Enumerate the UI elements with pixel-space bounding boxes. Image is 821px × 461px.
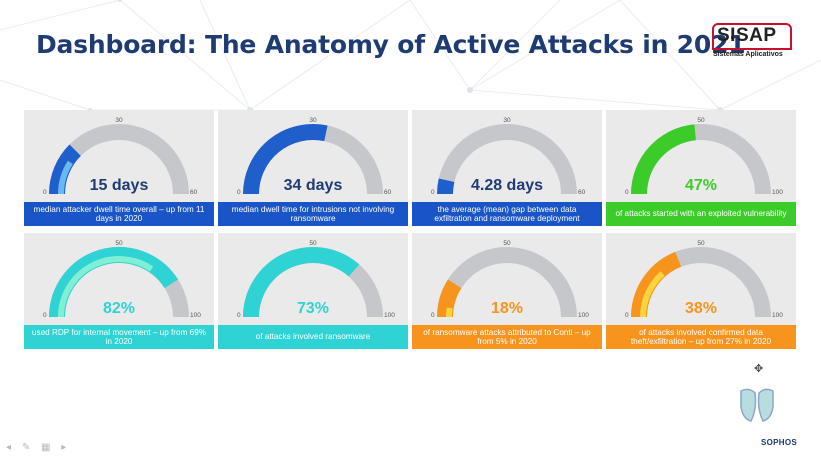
gauge-mid-label: 30 <box>309 117 317 124</box>
gauge-max-label: 100 <box>772 312 783 319</box>
gauge-mid-label: 50 <box>503 240 511 247</box>
slide-toolbar[interactable]: ◂ ✎ ▦ ▸ <box>6 442 74 453</box>
stat-card: 0 30 60 4.28 days the average (mean) gap bet… <box>412 110 602 226</box>
stat-label: the average (mean) gap between data exfi… <box>412 202 602 226</box>
gauge-chart: 0 30 60 34 days <box>237 117 392 196</box>
sisap-logo: SISAP Sistemas Aplicativos <box>712 23 794 63</box>
gauge-max-label: 100 <box>190 312 201 319</box>
stat-card: 0 50 100 47% of attacks started with an expl… <box>606 110 796 226</box>
gauge-prior-arc <box>58 160 73 195</box>
gauge-max-label: 100 <box>578 312 589 319</box>
gauge-max-label: 100 <box>772 189 783 196</box>
stat-label: used RDP for internal movement – up from… <box>24 325 214 349</box>
stat-card: 0 30 60 34 days median dwell time for intrus… <box>218 110 408 226</box>
gauge-mid-label: 50 <box>697 117 705 124</box>
next-slide-icon[interactable]: ▸ <box>61 442 67 453</box>
stat-label: of attacks involved confirmed data theft… <box>606 325 796 349</box>
gauge-track <box>437 124 577 195</box>
gauge-chart: 0 30 60 4.28 days <box>431 117 586 196</box>
move-cursor-icon: ✥ <box>754 363 764 375</box>
stat-label: of attacks started with an exploited vul… <box>606 202 796 226</box>
previous-slide-icon[interactable]: ◂ <box>6 442 12 453</box>
gauge-min-label: 0 <box>625 189 629 196</box>
gauge-max-label: 60 <box>578 189 586 196</box>
stat-card: 0 50 100 38% of attacks involved confirmed d… <box>606 233 796 349</box>
gauge-value-arc <box>437 178 455 195</box>
gauge-value: 38% <box>685 300 717 317</box>
gauge-value-arc <box>437 279 462 318</box>
gauge-value-arc <box>631 251 682 318</box>
gauge-value: 34 days <box>284 177 343 194</box>
stat-card: 0 50 100 73% of attacks involved ransomware <box>218 233 408 349</box>
logo-subtitle: Sistemas Aplicativos <box>713 51 783 58</box>
logo-frame <box>712 23 792 50</box>
gauge-value: 15 days <box>90 177 149 194</box>
gauge-value: 4.28 days <box>471 177 543 194</box>
gauge-value-arc <box>631 124 697 195</box>
gauge-min-label: 0 <box>237 312 241 319</box>
gauge-min-label: 0 <box>431 189 435 196</box>
gauge-chart: 0 50 100 18% <box>431 240 589 319</box>
gauge-max-label: 60 <box>384 189 392 196</box>
gauge-chart: 0 50 100 47% <box>625 117 783 196</box>
page-title: Dashboard: The Anatomy of Active Attacks… <box>36 30 746 59</box>
gauge-chart: 0 50 100 82% <box>43 240 201 319</box>
sophos-brand: SOPHOS <box>761 438 798 447</box>
gauge-mid-label: 30 <box>115 117 123 124</box>
stat-card: 0 30 60 15 days median attacker dwell time o… <box>24 110 214 226</box>
gauge-mid-label: 50 <box>697 240 705 247</box>
gauge-mid-label: 50 <box>309 240 317 247</box>
gauge-min-label: 0 <box>43 312 47 319</box>
stat-label: median dwell time for intrusions not inv… <box>218 202 408 226</box>
stat-label: of ransomware attacks attributed to Cont… <box>412 325 602 349</box>
gauge-prior-arc <box>58 256 154 318</box>
gauge-chart: 0 50 100 38% <box>625 240 783 319</box>
gauge-chart: 0 30 60 15 days <box>43 117 198 196</box>
logo-brand: SISAP <box>717 25 777 46</box>
slides-grid-icon[interactable]: ▦ <box>40 442 51 453</box>
sophos-shield-icon <box>740 388 774 422</box>
stat-card: 0 50 100 82% used RDP for internal movement … <box>24 233 214 349</box>
gauge-value: 73% <box>297 300 329 317</box>
pen-icon[interactable]: ✎ <box>21 442 31 453</box>
gauge-prior-arc <box>640 271 665 318</box>
gauge-min-label: 0 <box>625 312 629 319</box>
gauge-chart: 0 50 100 73% <box>237 240 395 319</box>
gauge-value-arc <box>243 247 360 318</box>
gauge-value-arc <box>49 144 82 195</box>
gauge-max-label: 60 <box>190 189 198 196</box>
gauge-value: 18% <box>491 300 523 317</box>
gauge-value: 47% <box>685 177 717 194</box>
gauge-value-arc <box>243 124 328 195</box>
gauge-mid-label: 50 <box>115 240 123 247</box>
gauge-prior-arc <box>445 307 453 318</box>
gauge-mid-label: 30 <box>503 117 511 124</box>
gauge-value-arc <box>49 247 179 318</box>
gauge-max-label: 100 <box>384 312 395 319</box>
stat-card: 0 50 100 18% of ransomware attacks attribute… <box>412 233 602 349</box>
gauge-min-label: 0 <box>237 189 241 196</box>
stat-label: of attacks involved ransomware <box>218 325 408 349</box>
gauge-min-label: 0 <box>43 189 47 196</box>
gauge-value: 82% <box>103 300 135 317</box>
stat-label: median attacker dwell time overall – up … <box>24 202 214 226</box>
gauge-min-label: 0 <box>431 312 435 319</box>
